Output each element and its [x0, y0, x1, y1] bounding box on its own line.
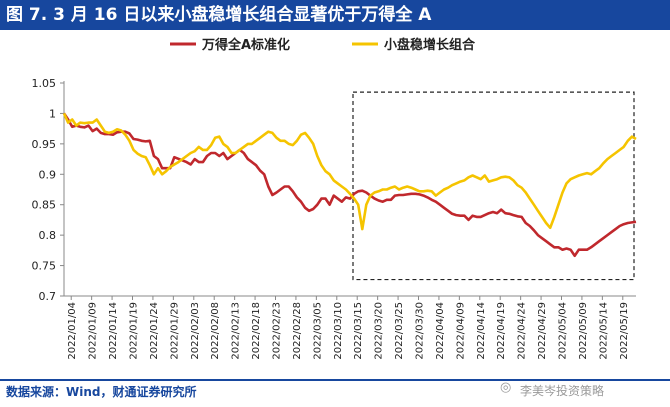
x-tick-label: 2022/05/04	[558, 302, 569, 360]
x-tick-label: 2022/05/14	[598, 302, 609, 360]
series-line-1	[62, 112, 637, 258]
x-tick-label: 2022/03/25	[394, 302, 405, 360]
x-tick-label: 2022/02/08	[210, 302, 221, 360]
x-tick-label: 2022/03/05	[312, 302, 323, 360]
x-tick-label: 2022/05/09	[578, 302, 589, 360]
footer-rule	[0, 379, 670, 381]
x-tick-label: 2022/04/09	[455, 302, 466, 360]
x-tick-label: 2022/01/09	[88, 302, 99, 360]
x-tick-label: 2022/02/03	[190, 302, 201, 360]
x-tick-label: 2022/03/20	[374, 302, 385, 360]
y-tick-label: 0.75	[32, 260, 57, 273]
highlight-rect	[352, 91, 635, 281]
x-tick-label: 2022/05/19	[619, 302, 630, 360]
y-axis: 0.7 0.75 0.8 0.85 0.9 0.95 1 1.05	[32, 77, 65, 303]
x-tick-label: 2022/02/23	[272, 302, 283, 360]
y-tick-label: 0.95	[32, 138, 57, 151]
x-tick-label: 2022/01/04	[67, 302, 78, 360]
x-tick-label: 2022/04/19	[496, 302, 507, 360]
x-tick-label: 2022/01/29	[169, 302, 180, 360]
x-tick-label: 2022/01/14	[108, 302, 119, 360]
x-tick-label: 2022/03/30	[415, 302, 426, 360]
x-tick-label: 2022/01/24	[149, 302, 160, 360]
series-line-2	[62, 112, 637, 231]
x-tick-label: 2022/03/10	[333, 302, 344, 360]
x-tick-label: 2022/01/19	[129, 302, 140, 360]
wechat-icon: ◎	[500, 380, 512, 395]
x-axis: 2022/01/04 2022/01/09 2022/01/14 2022/01/19…	[64, 295, 636, 360]
legend: 万得全A标准化 小盘稳增长组合	[170, 37, 476, 53]
y-tick-label: 0.85	[32, 199, 57, 212]
x-tick-label: 2022/02/18	[251, 302, 262, 360]
x-tick-label: 2022/02/13	[231, 302, 242, 360]
legend-label: 万得全A标准化	[201, 37, 290, 53]
data-source: 数据来源：Wind，财通证券研究所	[6, 385, 197, 399]
y-tick-label: 1	[49, 107, 56, 120]
series-group	[62, 112, 637, 258]
chart-title: 图 7. 3 月 16 日以来小盘稳增长组合显著优于万得全 A	[0, 0, 670, 30]
x-tick-label: 2022/04/24	[517, 302, 528, 360]
x-tick-label: 2022/04/29	[537, 302, 548, 360]
x-tick-label: 2022/04/14	[476, 302, 487, 360]
y-tick-label: 1.05	[32, 77, 57, 90]
line-chart: 万得全A标准化 小盘稳增长组合 0.7 0.75 0.8 0.85 0.9 0.95 1 1.0…	[32, 37, 637, 360]
x-tick-label: 2022/04/04	[435, 302, 446, 360]
x-tick-label: 2022/03/15	[353, 302, 364, 360]
x-tick-label: 2022/02/28	[292, 302, 303, 360]
y-tick-label: 0.7	[39, 290, 57, 303]
watermark: 李美岑投资策略	[520, 384, 605, 398]
legend-label: 小盘稳增长组合	[384, 37, 476, 53]
highlight-box	[352, 91, 635, 281]
y-tick-label: 0.9	[39, 168, 57, 181]
y-tick-label: 0.8	[39, 229, 57, 242]
